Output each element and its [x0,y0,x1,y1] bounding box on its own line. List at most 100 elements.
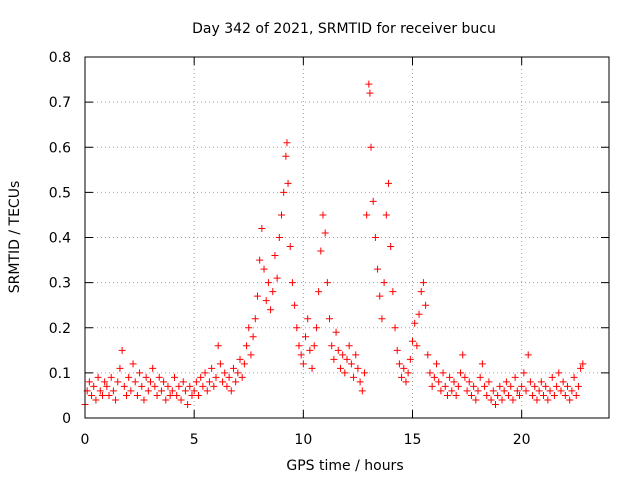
y-tick-label: 0.7 [49,95,71,111]
data-point [221,369,229,377]
data-point [195,391,203,399]
data-point [168,387,176,395]
data-point [450,378,458,386]
data-point [511,373,519,381]
data-point [341,369,349,377]
data-point [98,391,106,399]
data-point [443,391,451,399]
data-point [502,378,510,386]
data-point [572,391,580,399]
data-point [323,279,331,287]
data-point [103,382,111,390]
data-point [548,373,556,381]
data-point [107,373,115,381]
data-point [513,387,521,395]
data-point [376,292,384,300]
data-point [109,387,117,395]
data-point [278,211,285,219]
data-point [308,364,316,372]
data-point [283,139,291,147]
data-point [472,396,480,404]
data-point [380,279,388,287]
y-tick-label: 0.2 [49,321,71,337]
data-point [229,364,237,372]
data-point [127,387,135,395]
data-point [275,234,283,241]
data-point [531,382,539,390]
data-point [426,369,434,377]
data-point [136,369,144,377]
data-point [365,80,373,88]
data-point [267,306,275,314]
data-point [507,382,515,390]
data-point [101,378,109,386]
data-point [457,369,465,377]
data-point [542,382,550,390]
data-point [415,310,423,318]
data-point [339,351,347,359]
data-point [561,391,569,399]
data-point [171,373,179,381]
data-point [356,378,364,386]
data-point [312,324,320,332]
data-point [577,364,585,372]
y-axis-label: SRMTID / TECUs [7,181,23,294]
data-point [223,382,231,390]
axis-ticks [84,56,609,419]
data-point [149,364,157,372]
data-point [251,315,259,323]
data-point [205,378,213,386]
data-point [243,342,251,350]
plot-frame [84,56,610,419]
data-point [181,387,189,395]
data-point [232,378,240,386]
data-point [347,360,355,368]
data-point [566,396,574,404]
data-point [219,378,227,386]
data-point [483,391,491,399]
data-point [262,297,270,305]
data-point [463,387,471,395]
data-point [282,152,290,160]
data-point [291,301,299,309]
data-point [173,391,181,399]
data-point [260,265,268,273]
data-point [190,387,198,395]
y-tick-label: 0.6 [49,140,71,156]
data-point [387,243,395,251]
data-point [295,342,303,350]
data-point [273,274,281,282]
y-tick-label: 0.1 [49,366,71,382]
data-point [533,396,541,404]
data-point [328,342,336,350]
data-point [400,364,408,372]
data-point [118,346,126,354]
data-point [489,387,497,395]
data-point [409,337,416,345]
y-tick-label: 0.8 [49,50,71,66]
data-point [441,382,449,390]
data-point [120,382,128,390]
data-point [350,373,358,381]
data-point [524,351,532,359]
x-tick-label: 20 [513,432,531,448]
data-point [352,351,360,359]
data-point [540,391,547,399]
data-point [247,351,255,359]
data-point [319,211,327,219]
data-point [153,391,161,399]
data-point [256,256,264,264]
data-point [391,324,399,332]
data-point [371,234,379,241]
data-point [90,382,98,390]
data-point [406,355,414,363]
data-point [306,346,314,354]
data-point [105,391,113,399]
data-point [336,364,344,372]
data-point [227,387,235,395]
data-point [498,396,506,404]
data-point [553,382,561,390]
data-point [92,396,100,404]
data-point [286,243,294,251]
data-point [568,387,576,395]
